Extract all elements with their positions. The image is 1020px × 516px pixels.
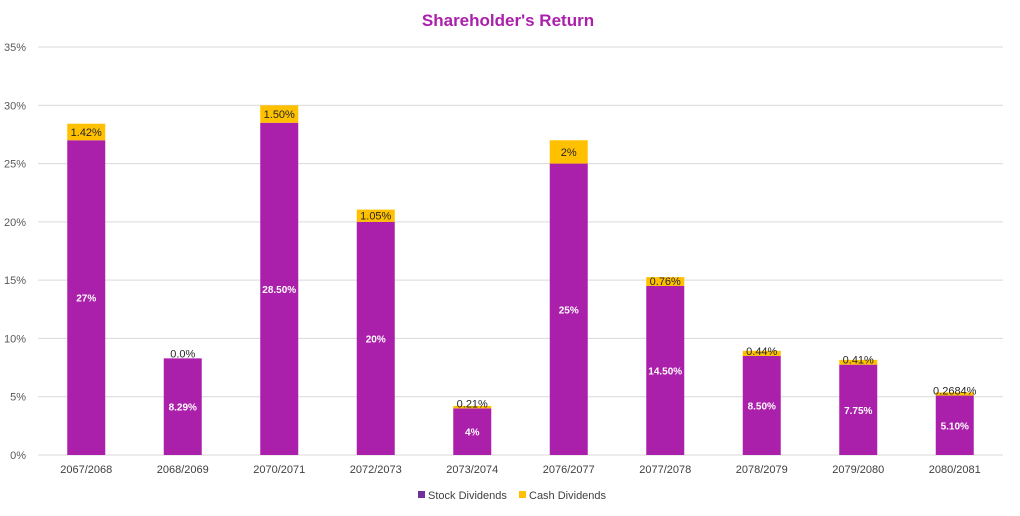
bar-cash-dividends (356, 209, 395, 222)
legend-label-cash-dividends: Cash Dividends (529, 490, 607, 502)
y-tick-label: 15% (4, 275, 26, 287)
bar-stock-dividends (646, 285, 685, 455)
data-label-cash-dividends: 0.41% (843, 355, 874, 367)
x-tick-label: 2080/2081 (929, 464, 981, 476)
x-tick-label: 2068/2069 (157, 464, 209, 476)
data-label-stock-dividends: 25% (559, 305, 579, 316)
bar-stock-dividends (839, 364, 878, 455)
x-tick-label: 2076/2077 (543, 464, 595, 476)
data-label-cash-dividends: 0.0% (170, 348, 195, 360)
bar-stock-dividends (67, 140, 106, 455)
chart-title: Shareholder's Return (422, 11, 594, 30)
y-tick-label: 0% (10, 450, 26, 462)
bar-cash-dividends (839, 359, 878, 365)
y-tick-label: 25% (4, 159, 26, 171)
data-label-stock-dividends: 8.50% (748, 401, 776, 412)
x-tick-label: 2073/2074 (446, 464, 498, 476)
y-tick-label: 35% (4, 42, 26, 54)
bar-stock-dividends (356, 221, 395, 455)
x-tick-label: 2072/2073 (350, 464, 402, 476)
bar-cash-dividends (453, 405, 492, 409)
legend-swatch-cash-dividends (519, 491, 526, 498)
bar-cash-dividends (549, 140, 588, 164)
y-tick-label: 10% (4, 333, 26, 345)
y-tick-label: 20% (4, 217, 26, 229)
x-tick-label: 2077/2078 (639, 464, 691, 476)
x-tick-label: 2070/2071 (253, 464, 305, 476)
data-label-stock-dividends: 20% (366, 334, 386, 345)
data-label-stock-dividends: 28.50% (262, 285, 296, 296)
legend-swatch-stock-dividends (418, 491, 425, 498)
legend-label-stock-dividends: Stock Dividends (428, 490, 507, 502)
data-label-stock-dividends: 7.75% (844, 406, 872, 417)
bar-stock-dividends (260, 122, 299, 456)
data-label-cash-dividends: 0.44% (746, 346, 777, 358)
data-label-cash-dividends: 1.50% (264, 109, 295, 121)
data-label-cash-dividends: 1.42% (71, 127, 102, 139)
data-label-cash-dividends: 0.21% (457, 398, 488, 410)
bar-stock-dividends (163, 358, 202, 455)
data-label-cash-dividends: 0.76% (650, 276, 681, 288)
data-label-cash-dividends: 2% (561, 147, 577, 159)
x-axis-ticks: 2067/2068 2068/2069 2070/2071 2072/2073 2073… (60, 464, 981, 476)
data-labels: 27% 1.42% 8.29% 0.0% 28.50% 1.50% 20% 1.05% 4% 0.… (71, 109, 977, 439)
data-label-stock-dividends: 8.29% (169, 403, 197, 414)
data-label-cash-dividends: 0.2684% (933, 386, 977, 398)
bar-stock-dividends (549, 163, 588, 456)
bar-cash-dividends (646, 277, 685, 286)
bar-cash-dividends (935, 392, 974, 396)
legend: Stock Dividends Cash Dividends (418, 490, 607, 502)
data-label-stock-dividends: 4% (465, 428, 480, 439)
bar-cash-dividends (742, 350, 781, 356)
x-tick-label: 2079/2080 (832, 464, 884, 476)
data-label-stock-dividends: 27% (76, 294, 96, 305)
data-label-cash-dividends: 1.05% (360, 211, 391, 223)
data-label-stock-dividends: 5.10% (941, 421, 969, 432)
y-tick-label: 5% (10, 392, 26, 404)
bar-stock-dividends (935, 395, 974, 455)
x-tick-label: 2067/2068 (60, 464, 112, 476)
bar-stock-dividends (453, 408, 492, 455)
bars (67, 105, 974, 456)
y-tick-label: 30% (4, 100, 26, 112)
bar-cash-dividends (260, 105, 299, 123)
y-axis-ticks: 0% 5% 10% 15% 20% 25% 30% 35% (4, 42, 26, 462)
bar-cash-dividends (67, 123, 106, 141)
x-tick-label: 2078/2079 (736, 464, 788, 476)
data-label-stock-dividends: 14.50% (648, 366, 682, 377)
bar-stock-dividends (742, 355, 781, 455)
